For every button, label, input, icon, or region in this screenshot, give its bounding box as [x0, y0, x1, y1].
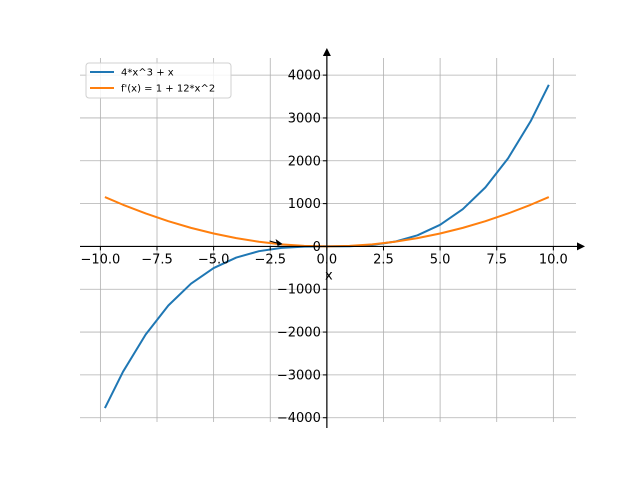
- x-tick-label: 5.0: [430, 252, 451, 267]
- y-tick-label: 3000: [288, 111, 321, 126]
- axes: [80, 48, 585, 428]
- x-tick-label: −10.0: [80, 252, 120, 267]
- x-tick-label: 0.0: [317, 252, 338, 267]
- y-tick-label: −1000: [277, 283, 321, 298]
- x-axis-arrow-icon: [577, 242, 585, 251]
- annotations: [269, 238, 283, 246]
- x-tick-label: 10.0: [539, 252, 568, 267]
- annotation-arrow-icon: [275, 238, 283, 246]
- y-tick-label: 0: [313, 240, 321, 255]
- y-tick-label: −2000: [277, 326, 321, 341]
- x-tick-label: 7.5: [486, 252, 507, 267]
- ticks: −10.0 −7.5 −5.0 −2.5 0.0 2.5 5.0 7.5 10.0 −4000 −3…: [80, 69, 567, 427]
- legend-label-2: f'(x) = 1 + 12*x^2: [121, 84, 215, 95]
- y-tick-label: 4000: [288, 69, 321, 84]
- legend-box: [85, 62, 232, 99]
- y-tick-label: 2000: [288, 154, 321, 169]
- y-axis-arrow-icon: [322, 48, 331, 56]
- legend-label-1: 4*x^3 + x: [121, 68, 174, 79]
- grid: [80, 58, 576, 422]
- y-tick-label: −3000: [277, 368, 321, 383]
- legend: 4*x^3 + x f'(x) = 1 + 12*x^2: [85, 62, 232, 99]
- y-tick-label: 1000: [288, 197, 321, 212]
- x-tick-label: 2.5: [373, 252, 394, 267]
- x-tick-label: −2.5: [254, 252, 286, 267]
- x-tick-label: −7.5: [141, 252, 173, 267]
- x-tick-label: −5.0: [198, 252, 230, 267]
- x-axis-label: x: [325, 268, 333, 283]
- y-tick-label: −4000: [277, 411, 321, 426]
